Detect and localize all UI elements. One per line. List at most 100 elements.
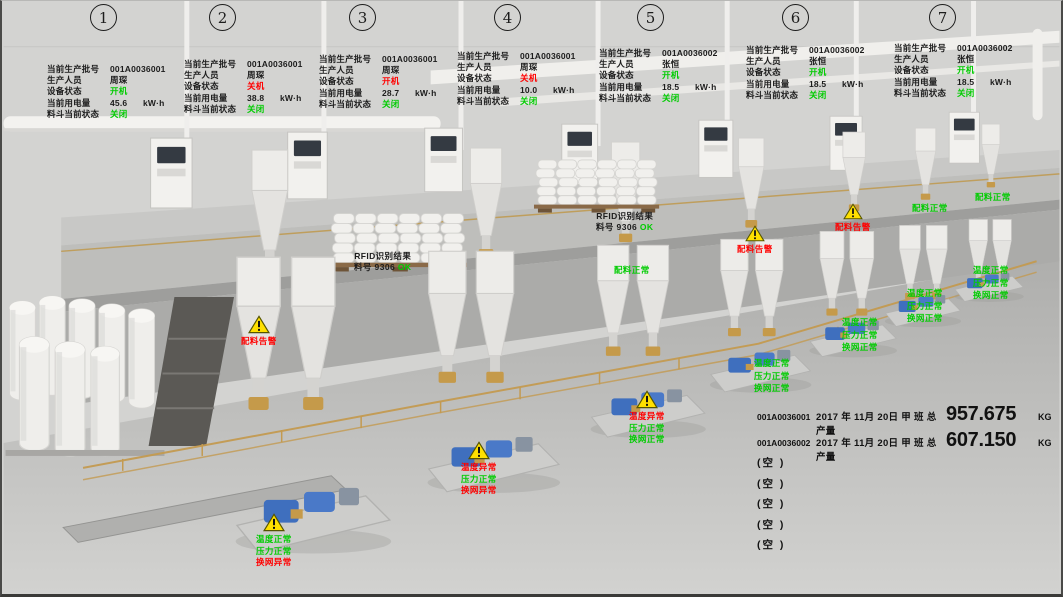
device-status-label: 设备状态 [319, 76, 354, 87]
power-unit: kW·h [280, 92, 302, 103]
summary-unit: KG [1038, 438, 1052, 448]
summary-row: 001A0036002 2017 年 11月 20日 甲 班 总产量 607.1… [757, 429, 1052, 463]
hopper-status-value: 关闭 [382, 98, 400, 109]
extruder-alarm: 温度异常 压力正常 换网异常 [461, 441, 497, 497]
pressure-status: 压力正常 [907, 300, 943, 311]
operator-label: 生产人员 [184, 70, 219, 81]
rfid-item: 料号 9306 [354, 262, 396, 272]
hopper-status-value: 关闭 [520, 95, 538, 106]
device-status-value: 开机 [809, 67, 827, 78]
station-7-panel: 当前生产批号 001A0036002 生产人员 张恒 设备状态 开机 当前用电量 18.… [894, 43, 1036, 99]
pressure-status: 压力正常 [461, 473, 497, 484]
temp-status: 温度正常 [842, 317, 878, 327]
warning-triangle-icon[interactable] [842, 203, 863, 220]
power-value: 38.8 [247, 92, 265, 103]
extruder-status-ok: 温度正常 压力正常 换网正常 [842, 316, 878, 354]
operator-value: 周琛 [520, 62, 538, 73]
warning-triangle-icon[interactable] [262, 513, 285, 532]
station-number-badge: 6 [782, 4, 809, 31]
summary-empty-row: (空 ) [757, 457, 786, 469]
power-value: 28.7 [382, 87, 400, 98]
power-label: 当前用电量 [319, 87, 363, 98]
batch-value: 001A0036001 [110, 64, 166, 74]
hopper-status-value: 关闭 [957, 87, 975, 98]
operator-label: 生产人员 [599, 59, 634, 70]
station-2-panel: 当前生产批号 001A0036001 生产人员 周琛 设备状态 关机 当前用电量 38.… [184, 59, 326, 115]
screen-change-status: 换网异常 [256, 557, 292, 567]
operator-value: 张恒 [662, 59, 680, 70]
power-value: 18.5 [957, 76, 975, 87]
batch-label: 当前生产批号 [894, 43, 947, 53]
device-status-value: 关机 [520, 73, 538, 84]
extruder-status-ok: 温度正常 压力正常 换网正常 [907, 287, 943, 325]
batching-alarm: 配料告警 [835, 203, 871, 234]
power-value: 18.5 [809, 78, 827, 89]
device-status-value: 开机 [662, 70, 680, 81]
operator-value: 周琛 [382, 65, 400, 76]
extruder-status-ok: 温度正常 压力正常 换网正常 [973, 264, 1009, 302]
summary-empty-row: (空 ) [757, 539, 786, 551]
device-status-value: 开机 [382, 76, 400, 87]
operator-label: 生产人员 [746, 56, 781, 67]
station-1-panel: 当前生产批号 001A0036001 生产人员 周琛 设备状态 开机 当前用电量 45.… [47, 64, 189, 120]
device-status-label: 设备状态 [599, 70, 634, 81]
temp-status: 温度正常 [256, 534, 292, 544]
screen-change-status: 换网正常 [629, 434, 665, 444]
summary-total-value: 957.675 [946, 403, 1017, 425]
operator-value: 周琛 [110, 75, 128, 86]
summary-empty-row: (空 ) [757, 477, 786, 490]
temp-status: 温度异常 [629, 411, 665, 421]
hopper-status-label: 料斗当前状态 [47, 108, 100, 119]
warning-triangle-icon[interactable] [247, 315, 270, 334]
pressure-status: 压力正常 [973, 277, 1009, 288]
summary-batch: 001A0036001 [757, 412, 811, 422]
batch-label: 当前生产批号 [457, 51, 510, 61]
summary-unit: KG [1038, 412, 1052, 422]
batch-label: 当前生产批号 [319, 54, 372, 64]
warning-triangle-icon[interactable] [467, 441, 490, 460]
device-status-value: 开机 [957, 65, 975, 76]
device-status-label: 设备状态 [894, 65, 929, 76]
device-status-value: 开机 [110, 86, 128, 97]
pressure-status: 压力正常 [629, 422, 665, 433]
summary-row: 001A0036001 2017 年 11月 20日 甲 班 总产量 957.6… [757, 403, 1052, 437]
screen-change-status: 换网正常 [842, 342, 878, 352]
warning-triangle-icon[interactable] [744, 225, 765, 242]
hopper-status-value: 关闭 [662, 92, 680, 103]
power-unit: kW·h [553, 84, 575, 95]
summary-title: 2017 年 11月 20日 甲 班 总产量 [816, 438, 937, 463]
summary-total-value: 607.150 [946, 429, 1017, 451]
power-value: 45.6 [110, 97, 128, 108]
pressure-status: 压力正常 [256, 545, 292, 556]
operator-label: 生产人员 [319, 65, 354, 76]
hopper-status-value: 关闭 [110, 108, 128, 119]
screen-change-status: 换网正常 [754, 383, 790, 393]
rfid-title: RFID识别结果 [596, 211, 654, 221]
summary-empty-row: (空 ) [757, 498, 786, 510]
warning-triangle-icon[interactable] [635, 390, 658, 409]
rfid-result-label: RFID识别结果 料号 9306 OK [596, 211, 653, 233]
temp-status: 温度异常 [461, 462, 497, 472]
screen-change-status: 换网正常 [907, 313, 943, 323]
hopper-status-label: 料斗当前状态 [184, 103, 237, 114]
station-number-badge: 1 [90, 4, 117, 31]
operator-label: 生产人员 [47, 75, 82, 86]
power-value: 18.5 [662, 81, 680, 92]
power-label: 当前用电量 [457, 84, 501, 95]
station-number-badge: 4 [494, 4, 521, 31]
operator-label: 生产人员 [457, 62, 492, 73]
batch-label: 当前生产批号 [746, 45, 799, 55]
temp-status: 温度正常 [907, 288, 943, 298]
device-status-label: 设备状态 [746, 67, 781, 78]
operator-value: 张恒 [957, 54, 975, 65]
alarm-text: 配料告警 [835, 222, 871, 232]
batch-label: 当前生产批号 [599, 48, 652, 58]
hopper-status-label: 料斗当前状态 [599, 92, 652, 103]
device-status-label: 设备状态 [47, 86, 82, 97]
station-5-panel: 当前生产批号 001A0036002 生产人员 张恒 设备状态 开机 当前用电量 18.… [599, 48, 741, 104]
power-label: 当前用电量 [47, 97, 91, 108]
temp-status: 温度正常 [754, 358, 790, 368]
power-unit: kW·h [415, 87, 437, 98]
